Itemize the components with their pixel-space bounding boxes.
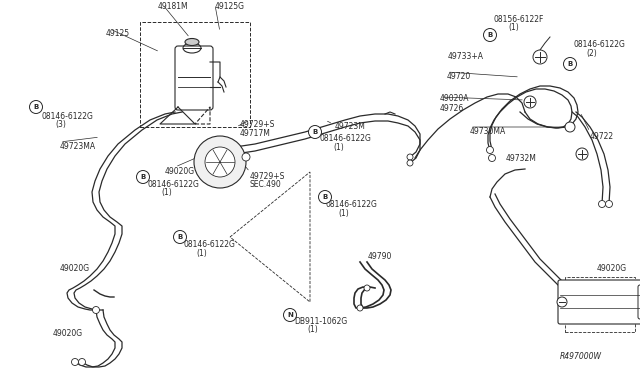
Text: 49020G: 49020G bbox=[60, 264, 90, 273]
Text: 49125: 49125 bbox=[106, 29, 130, 38]
Text: 49020G: 49020G bbox=[53, 329, 83, 338]
Circle shape bbox=[284, 308, 296, 321]
Text: 49733+A: 49733+A bbox=[448, 52, 484, 61]
Text: (1): (1) bbox=[338, 209, 349, 218]
Text: 49720: 49720 bbox=[447, 72, 471, 81]
Circle shape bbox=[308, 125, 321, 138]
Circle shape bbox=[29, 100, 42, 113]
Text: 49729+S: 49729+S bbox=[240, 120, 275, 129]
Circle shape bbox=[557, 297, 567, 307]
Text: 49125G: 49125G bbox=[215, 2, 245, 11]
Text: 49717M: 49717M bbox=[240, 129, 271, 138]
Circle shape bbox=[72, 359, 79, 366]
Circle shape bbox=[488, 154, 495, 161]
Text: SEC.490: SEC.490 bbox=[250, 180, 282, 189]
Circle shape bbox=[194, 136, 246, 188]
Text: (1): (1) bbox=[196, 249, 207, 258]
Text: 49723MA: 49723MA bbox=[60, 142, 96, 151]
Bar bbox=[140, 22, 250, 127]
Circle shape bbox=[407, 160, 413, 166]
Circle shape bbox=[319, 190, 332, 203]
Text: (1): (1) bbox=[307, 325, 317, 334]
Circle shape bbox=[173, 231, 186, 244]
Text: 08156-6122F: 08156-6122F bbox=[494, 15, 545, 24]
Circle shape bbox=[565, 122, 575, 132]
Text: 49020A: 49020A bbox=[440, 94, 470, 103]
Text: 49730MA: 49730MA bbox=[470, 127, 506, 136]
Circle shape bbox=[563, 58, 577, 71]
Text: N: N bbox=[287, 312, 293, 318]
Text: B: B bbox=[312, 129, 317, 135]
Text: 49722: 49722 bbox=[590, 132, 614, 141]
Text: 08146-6122G: 08146-6122G bbox=[573, 40, 625, 49]
Text: (1): (1) bbox=[508, 23, 519, 32]
Text: (1): (1) bbox=[333, 143, 344, 152]
Text: B: B bbox=[488, 32, 493, 38]
Text: 08146-6122G: 08146-6122G bbox=[183, 240, 235, 249]
Text: 49732M: 49732M bbox=[506, 154, 537, 163]
Text: B: B bbox=[177, 234, 182, 240]
Circle shape bbox=[205, 147, 235, 177]
Circle shape bbox=[136, 170, 150, 183]
Text: 08146-6122G: 08146-6122G bbox=[42, 112, 94, 121]
Text: 49181M: 49181M bbox=[158, 2, 189, 11]
Circle shape bbox=[79, 359, 86, 366]
Text: B: B bbox=[323, 194, 328, 200]
FancyBboxPatch shape bbox=[175, 46, 213, 110]
Text: (3): (3) bbox=[55, 120, 66, 129]
Text: 49726: 49726 bbox=[440, 104, 464, 113]
Text: 49790: 49790 bbox=[368, 252, 392, 261]
Ellipse shape bbox=[185, 38, 199, 45]
Circle shape bbox=[486, 147, 493, 154]
FancyBboxPatch shape bbox=[558, 280, 640, 324]
Circle shape bbox=[407, 154, 413, 160]
Circle shape bbox=[93, 307, 99, 314]
Text: B: B bbox=[140, 174, 146, 180]
Text: (1): (1) bbox=[161, 188, 172, 197]
Circle shape bbox=[357, 305, 363, 311]
Text: 49729+S: 49729+S bbox=[250, 172, 285, 181]
Text: R497000W: R497000W bbox=[560, 352, 602, 361]
Text: 08146-6122G: 08146-6122G bbox=[326, 200, 378, 209]
Circle shape bbox=[533, 50, 547, 64]
Text: 08146-6122G: 08146-6122G bbox=[148, 180, 200, 189]
Text: 49020G: 49020G bbox=[597, 264, 627, 273]
Text: DB911-1062G: DB911-1062G bbox=[294, 317, 348, 326]
Text: 08146-6122G: 08146-6122G bbox=[320, 134, 372, 143]
FancyBboxPatch shape bbox=[638, 285, 640, 319]
Circle shape bbox=[598, 201, 605, 208]
Text: (2): (2) bbox=[586, 49, 596, 58]
Text: 49020G: 49020G bbox=[165, 167, 195, 176]
Text: 49723M: 49723M bbox=[335, 122, 366, 131]
Bar bbox=[565, 277, 635, 332]
Circle shape bbox=[242, 153, 250, 161]
Circle shape bbox=[483, 29, 497, 42]
Circle shape bbox=[364, 285, 370, 291]
Circle shape bbox=[524, 96, 536, 108]
Circle shape bbox=[605, 201, 612, 208]
Text: B: B bbox=[568, 61, 573, 67]
Circle shape bbox=[576, 148, 588, 160]
Text: B: B bbox=[33, 104, 38, 110]
